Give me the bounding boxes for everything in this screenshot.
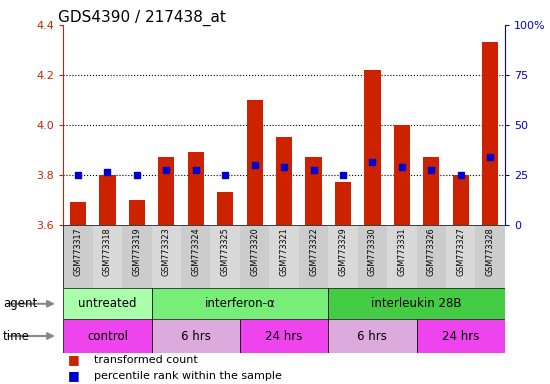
Bar bbox=[217, 192, 233, 225]
Text: control: control bbox=[87, 329, 128, 343]
Bar bbox=[416, 225, 446, 288]
Text: GSM773326: GSM773326 bbox=[427, 227, 436, 276]
Text: GSM773331: GSM773331 bbox=[397, 227, 406, 276]
Text: GSM773328: GSM773328 bbox=[486, 227, 494, 276]
Bar bbox=[364, 70, 381, 225]
Bar bbox=[122, 225, 152, 288]
Text: GDS4390 / 217438_at: GDS4390 / 217438_at bbox=[58, 10, 226, 26]
Bar bbox=[276, 137, 292, 225]
Text: ■: ■ bbox=[68, 353, 79, 366]
Text: ■: ■ bbox=[68, 369, 79, 382]
Bar bbox=[240, 225, 270, 288]
Bar bbox=[358, 225, 387, 288]
Text: agent: agent bbox=[3, 297, 37, 310]
Text: GSM773329: GSM773329 bbox=[338, 227, 348, 276]
Bar bbox=[93, 225, 122, 288]
Bar bbox=[211, 225, 240, 288]
Bar bbox=[63, 319, 152, 353]
Bar bbox=[129, 200, 145, 225]
Text: interferon-α: interferon-α bbox=[205, 297, 276, 310]
Text: GSM773330: GSM773330 bbox=[368, 227, 377, 276]
Bar bbox=[240, 319, 328, 353]
Bar bbox=[152, 225, 181, 288]
Text: GSM773325: GSM773325 bbox=[221, 227, 230, 276]
Bar bbox=[63, 225, 93, 288]
Bar bbox=[181, 225, 211, 288]
Text: percentile rank within the sample: percentile rank within the sample bbox=[94, 371, 282, 381]
Bar bbox=[158, 157, 174, 225]
Text: transformed count: transformed count bbox=[94, 355, 198, 365]
Text: GSM773321: GSM773321 bbox=[279, 227, 289, 276]
Text: GSM773317: GSM773317 bbox=[74, 227, 82, 276]
Text: 24 hrs: 24 hrs bbox=[442, 329, 480, 343]
Bar bbox=[482, 43, 498, 225]
Bar bbox=[453, 175, 469, 225]
Bar bbox=[246, 100, 263, 225]
Text: GSM773320: GSM773320 bbox=[250, 227, 259, 276]
Text: 6 hrs: 6 hrs bbox=[358, 329, 387, 343]
Bar bbox=[100, 175, 116, 225]
Bar bbox=[423, 157, 439, 225]
Bar bbox=[299, 225, 328, 288]
Text: 24 hrs: 24 hrs bbox=[266, 329, 302, 343]
Bar bbox=[152, 319, 240, 353]
Text: 6 hrs: 6 hrs bbox=[181, 329, 211, 343]
Bar bbox=[188, 152, 204, 225]
Text: untreated: untreated bbox=[78, 297, 136, 310]
Bar bbox=[416, 319, 505, 353]
Bar bbox=[446, 225, 475, 288]
Bar bbox=[387, 225, 416, 288]
Text: GSM773324: GSM773324 bbox=[191, 227, 200, 276]
Bar bbox=[394, 125, 410, 225]
Text: GSM773327: GSM773327 bbox=[456, 227, 465, 276]
Bar bbox=[63, 288, 152, 319]
Bar bbox=[270, 225, 299, 288]
Text: GSM773319: GSM773319 bbox=[133, 227, 141, 276]
Text: GSM773318: GSM773318 bbox=[103, 227, 112, 276]
Bar bbox=[328, 288, 505, 319]
Bar bbox=[328, 225, 358, 288]
Bar bbox=[328, 319, 416, 353]
Text: GSM773322: GSM773322 bbox=[309, 227, 318, 276]
Text: time: time bbox=[3, 329, 30, 343]
Bar bbox=[70, 202, 86, 225]
Bar bbox=[152, 288, 328, 319]
Bar bbox=[305, 157, 322, 225]
Bar bbox=[335, 182, 351, 225]
Text: GSM773323: GSM773323 bbox=[162, 227, 171, 276]
Bar bbox=[475, 225, 505, 288]
Text: interleukin 28B: interleukin 28B bbox=[371, 297, 462, 310]
